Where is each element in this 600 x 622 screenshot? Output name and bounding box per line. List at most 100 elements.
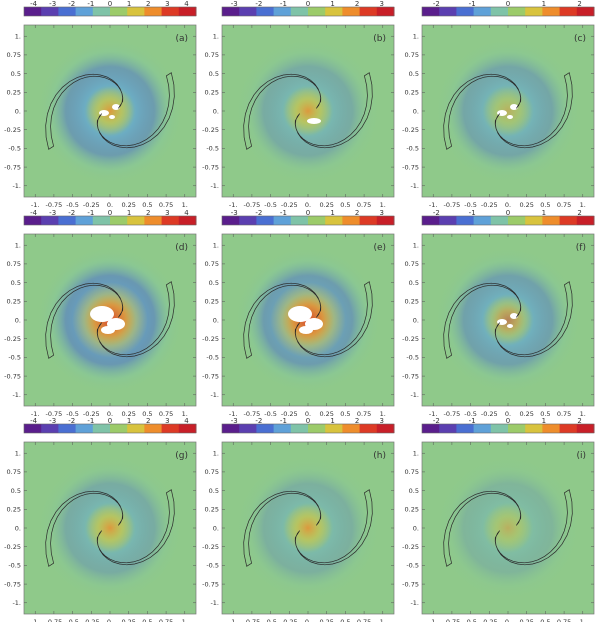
y-tick-label: 0.25 — [7, 506, 21, 514]
saturated-region — [510, 313, 518, 319]
colorbar-tick-label: -1 — [280, 417, 287, 425]
spiral-arm-contour — [494, 281, 573, 358]
x-tick-label: 0.75 — [159, 618, 173, 622]
x-tick-label: -0.75 — [45, 410, 62, 418]
x-tick-label: -0.25 — [281, 201, 298, 209]
spiral-arm-contour — [294, 72, 373, 149]
x-tick-label: 1. — [380, 201, 386, 209]
colorbar-swatch — [144, 216, 163, 225]
y-tick-label: -0.5 — [8, 354, 21, 362]
colorbar-swatch — [24, 216, 42, 225]
y-tick-label: -1. — [12, 599, 21, 607]
x-tick-label: 0. — [107, 410, 113, 418]
y-tick-label: -0.75 — [402, 163, 419, 171]
colorbar-tick-label: 1 — [127, 0, 131, 8]
saturated-region — [90, 306, 114, 322]
colorbar-tick-label: -2 — [255, 417, 262, 425]
colorbar-tick-label: 3 — [379, 417, 383, 425]
x-tick-label: -0.5 — [66, 201, 79, 209]
colorbar-swatch — [58, 7, 77, 16]
colorbar-tick-label: -3 — [231, 0, 238, 8]
colorbar-swatch — [239, 7, 257, 16]
panel-i: -2 -1 0 1 2 (i) -1. -0.75 -0.5 -0.25 0. 0.25 0.5 0.75… — [402, 417, 595, 622]
x-tick-label: 0.75 — [159, 201, 173, 209]
colorbar-swatch — [508, 216, 526, 225]
spiral-arm-contour — [443, 282, 522, 359]
colorbar-tick-label: -3 — [49, 209, 56, 217]
x-tick-label: -0.25 — [281, 410, 298, 418]
y-tick-label: 0.5 — [409, 70, 419, 78]
colorbar-swatch — [308, 7, 326, 16]
y-tick-label: -0.25 — [202, 335, 219, 343]
colorbar-swatch — [456, 7, 475, 16]
x-tick-label: -0.5 — [66, 618, 79, 622]
panel-label: (a) — [175, 34, 188, 44]
saturated-region — [507, 324, 513, 328]
colorbar-tick-label: -3 — [231, 417, 238, 425]
colorbar-swatch — [161, 7, 180, 16]
spiral-arm-contour — [494, 72, 573, 149]
y-tick-label: 0. — [413, 107, 419, 115]
colorbar-swatch — [178, 424, 197, 433]
panel-c: -2 -1 0 1 2 (c) -1. -0.75 -0.5 -0.25 0. 0.25 0.5 0.75… — [402, 0, 595, 209]
colorbar-swatch — [273, 424, 292, 433]
colorbar-tick-label: -2 — [433, 417, 440, 425]
colorbar-swatch — [127, 216, 145, 225]
y-tick-label: -1. — [410, 391, 419, 399]
colorbar-tick-label: 2 — [146, 417, 150, 425]
x-tick-label: 0.75 — [557, 410, 571, 418]
x-tick-label: -0.25 — [83, 410, 100, 418]
x-tick-label: -0.75 — [243, 618, 260, 622]
colorbar-frame — [421, 215, 595, 226]
colorbar-tick-label: -1 — [469, 0, 476, 8]
saturated-region — [288, 306, 312, 322]
x-tick-label: 0.25 — [121, 410, 135, 418]
y-tick-label: 1. — [213, 33, 219, 41]
colorbar-tick-label: 0 — [506, 209, 510, 217]
x-tick-label: -0.25 — [281, 618, 298, 622]
x-tick-label: -0.5 — [464, 410, 477, 418]
colorbar-tick-label: -2 — [433, 209, 440, 217]
colorbar-tick-label: -2 — [68, 209, 75, 217]
colorbar: -4 -3 -2 -1 0 1 2 3 4 — [23, 0, 197, 17]
x-tick-label: 0.75 — [357, 618, 371, 622]
colorbar-tick-label: -2 — [255, 0, 262, 8]
x-tick-label: 0.5 — [340, 201, 350, 209]
colorbar-tick-label: 1 — [127, 417, 131, 425]
colorbar-swatch — [342, 216, 361, 225]
y-tick-label: -0.75 — [4, 163, 21, 171]
y-tick-label: 0.75 — [405, 51, 419, 59]
colorbar-tick-label: -2 — [433, 0, 440, 8]
colorbar-swatch — [525, 7, 543, 16]
x-tick-label: -1. — [31, 618, 40, 622]
colorbar-tick-label: 2 — [146, 0, 150, 8]
colorbar-tick-label: 2 — [577, 0, 581, 8]
x-tick-label: -1. — [429, 410, 438, 418]
y-tick-label: -1. — [12, 182, 21, 190]
colorbar-tick-label: -2 — [255, 209, 262, 217]
colorbar-tick-label: 0 — [108, 0, 112, 8]
colorbar-swatch — [525, 424, 543, 433]
y-tick-label: -0.25 — [202, 126, 219, 134]
x-tick-label: 0. — [107, 201, 113, 209]
colorbar-swatch — [222, 216, 240, 225]
colorbar-swatch — [508, 424, 526, 433]
y-tick-label: 1. — [413, 242, 419, 250]
y-tick-label: 0.75 — [7, 51, 21, 59]
colorbar-swatch — [24, 424, 42, 433]
colorbar-swatch — [92, 424, 111, 433]
colorbar-swatch — [24, 7, 42, 16]
colorbar-swatch — [308, 216, 326, 225]
colorbar: -3 -2 -1 0 1 2 3 — [221, 209, 395, 226]
colorbar-swatch — [490, 7, 509, 16]
x-tick-label: 0.5 — [340, 410, 350, 418]
saturated-region — [112, 104, 120, 110]
x-tick-label: 1. — [182, 201, 188, 209]
colorbar-swatch — [161, 424, 180, 433]
field-core — [283, 503, 333, 553]
field-core — [85, 86, 135, 136]
x-tick-label: -0.75 — [243, 410, 260, 418]
x-tick-label: 0.75 — [159, 410, 173, 418]
y-tick-label: -1. — [210, 182, 219, 190]
colorbar-swatch — [92, 7, 111, 16]
